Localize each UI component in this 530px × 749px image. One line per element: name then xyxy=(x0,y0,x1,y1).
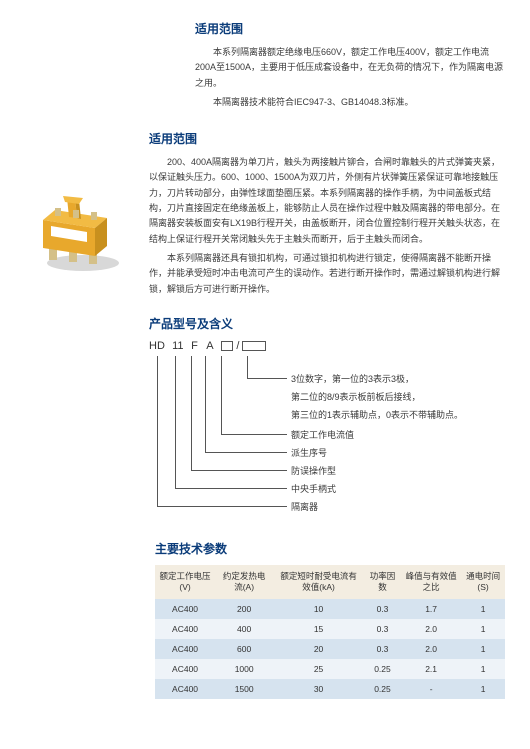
cell: 1 xyxy=(461,639,505,659)
code-slash: / xyxy=(236,340,239,352)
cell: 1 xyxy=(461,599,505,619)
scope-row: 适用范围 200、400A隔离器为单刀片，触头为两接触片铆合，合闸时靠触头的片式… xyxy=(25,130,505,516)
cell: 1 xyxy=(461,619,505,639)
code-a: A xyxy=(206,340,218,352)
cell: 200 xyxy=(215,599,273,619)
params-title: 主要技术参数 xyxy=(155,540,505,557)
code-11: 11 xyxy=(172,340,188,352)
code-box2 xyxy=(242,341,266,351)
table-row: AC400 600 20 0.3 2.0 1 xyxy=(155,639,505,659)
model-title: 产品型号及含义 xyxy=(149,315,505,332)
th-2: 额定短时耐受电流有效值(kA) xyxy=(273,565,364,599)
vline-2 xyxy=(191,356,192,470)
scope-text-col: 适用范围 200、400A隔离器为单刀片，触头为两接触片铆合，合闸时靠触头的片式… xyxy=(149,130,505,516)
hline-4 xyxy=(221,434,287,435)
cell: 1000 xyxy=(215,659,273,679)
scope-p1: 200、400A隔离器为单刀片，触头为两接触片铆合，合闸时靠触头的片式弹簧夹紧，… xyxy=(149,155,505,247)
cell: 0.3 xyxy=(364,599,401,619)
code-hd: HD xyxy=(149,340,169,352)
desc-4: 派生序号 xyxy=(291,446,327,459)
cell: 0.25 xyxy=(364,679,401,699)
cell: 2.0 xyxy=(401,619,461,639)
vline-4 xyxy=(221,356,222,434)
cell: 0.3 xyxy=(364,639,401,659)
cell: AC400 xyxy=(155,679,215,699)
desc-1: 第二位的8/9表示板前板后接线， xyxy=(291,390,421,403)
scope-p2: 本系列隔离器还具有锁扣机构，可通过锁扣机构进行锁定，使得隔离器不能断开操作，并能… xyxy=(149,251,505,297)
vline-1 xyxy=(175,356,176,488)
intro-title: 适用范围 xyxy=(195,20,505,37)
intro-p2: 本隔离器技术能符合IEC947-3、GB14048.3标准。 xyxy=(195,95,505,110)
cell: 1 xyxy=(461,679,505,699)
table-row: AC400 400 15 0.3 2.0 1 xyxy=(155,619,505,639)
cell: 2.0 xyxy=(401,639,461,659)
desc-0: 3位数字，第一位的3表示3极， xyxy=(291,372,414,385)
cell: 1500 xyxy=(215,679,273,699)
th-4: 峰值与有效值之比 xyxy=(401,565,461,599)
code-f: F xyxy=(191,340,203,352)
cell: 20 xyxy=(273,639,364,659)
table-row: AC400 200 10 0.3 1.7 1 xyxy=(155,599,505,619)
desc-7: 隔离器 xyxy=(291,500,318,513)
cell: 0.3 xyxy=(364,619,401,639)
model-code: HD 11 F A / xyxy=(149,340,505,352)
cell: 2.1 xyxy=(401,659,461,679)
th-0: 额定工作电压(V) xyxy=(155,565,215,599)
cell: 1.7 xyxy=(401,599,461,619)
vline-0 xyxy=(157,356,158,506)
cell: - xyxy=(401,679,461,699)
hline-2 xyxy=(191,470,287,471)
code-box1 xyxy=(221,341,233,351)
cell: 600 xyxy=(215,639,273,659)
cell: AC400 xyxy=(155,619,215,639)
cell: 25 xyxy=(273,659,364,679)
cell: 30 xyxy=(273,679,364,699)
hline-5 xyxy=(247,378,287,379)
vline-5 xyxy=(247,356,248,378)
desc-3: 额定工作电流值 xyxy=(291,428,354,441)
cell: 10 xyxy=(273,599,364,619)
params-header-row: 额定工作电压(V) 约定发热电流(A) 额定短时耐受电流有效值(kA) 功率因数… xyxy=(155,565,505,599)
cell: 400 xyxy=(215,619,273,639)
cell: 15 xyxy=(273,619,364,639)
cell: AC400 xyxy=(155,639,215,659)
th-5: 通电时间(S) xyxy=(461,565,505,599)
cell: AC400 xyxy=(155,659,215,679)
params-tbody: AC400 200 10 0.3 1.7 1 AC400 400 15 0.3 … xyxy=(155,599,505,699)
scope-title: 适用范围 xyxy=(149,130,505,147)
model-section: 产品型号及含义 HD 11 F A / xyxy=(149,315,505,516)
vline-3 xyxy=(205,356,206,452)
hline-1 xyxy=(175,488,287,489)
product-image xyxy=(25,168,135,278)
params-table: 额定工作电压(V) 约定发热电流(A) 额定短时耐受电流有效值(kA) 功率因数… xyxy=(155,565,505,699)
table-row: AC400 1000 25 0.25 2.1 1 xyxy=(155,659,505,679)
cell: 1 xyxy=(461,659,505,679)
intro-section: 适用范围 本系列隔离器额定绝缘电压660V，额定工作电压400V，额定工作电流2… xyxy=(195,20,505,110)
intro-p1: 本系列隔离器额定绝缘电压660V，额定工作电压400V，额定工作电流200A至1… xyxy=(195,45,505,91)
desc-6: 中央手柄式 xyxy=(291,482,336,495)
hline-0 xyxy=(157,506,287,507)
params-section: 主要技术参数 额定工作电压(V) 约定发热电流(A) 额定短时耐受电流有效值(k… xyxy=(155,540,505,699)
cell: 0.25 xyxy=(364,659,401,679)
desc-2: 第三位的1表示辅助点，0表示不带辅助点。 xyxy=(291,408,463,421)
hline-3 xyxy=(205,452,287,453)
isolator-illustration xyxy=(25,168,135,278)
th-1: 约定发热电流(A) xyxy=(215,565,273,599)
cell: AC400 xyxy=(155,599,215,619)
model-diagram: 3位数字，第一位的3表示3极， 第二位的8/9表示板前板后接线， 第三位的1表示… xyxy=(149,356,505,516)
table-row: AC400 1500 30 0.25 - 1 xyxy=(155,679,505,699)
th-3: 功率因数 xyxy=(364,565,401,599)
desc-5: 防误操作型 xyxy=(291,464,336,477)
